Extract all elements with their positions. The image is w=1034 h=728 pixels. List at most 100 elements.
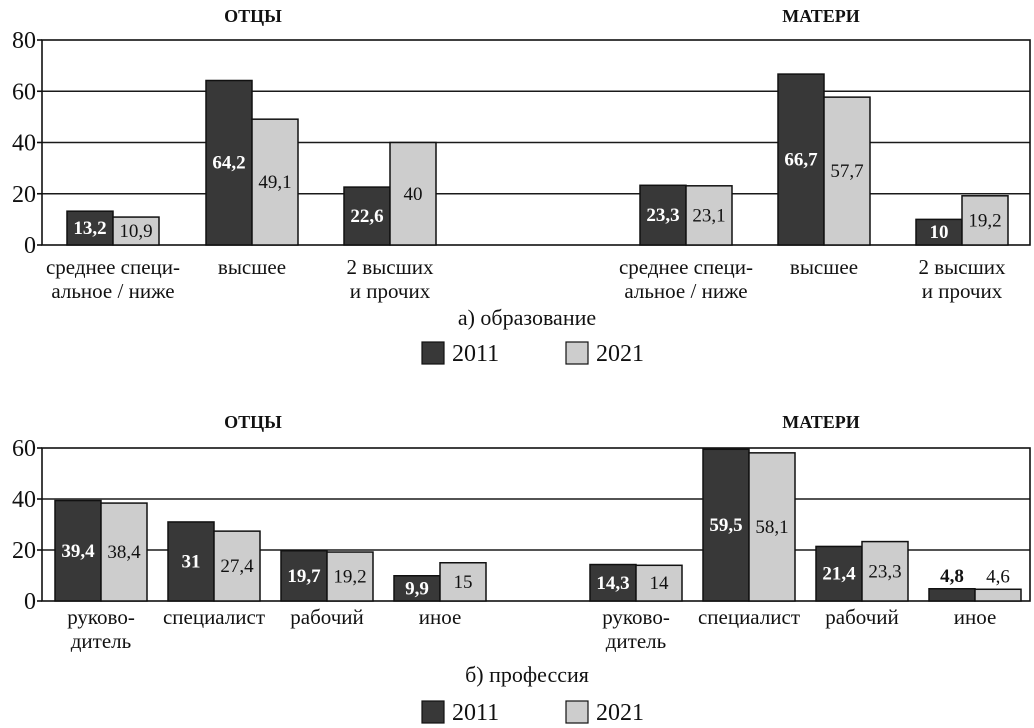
bar-value-label: 19,2: [968, 210, 1001, 231]
x-category-label: специалист: [163, 605, 265, 629]
x-category-label: иное: [419, 605, 462, 629]
bar-value-label: 23,3: [646, 205, 679, 226]
x-category-label: рабочий: [825, 605, 899, 629]
bar-value-label: 19,7: [287, 566, 321, 587]
bar-value-label: 31: [182, 551, 201, 572]
x-category-label-line: рабочий: [825, 605, 899, 629]
bar-value-label: 40: [404, 184, 423, 205]
bar-2011-panel1-group1-cat2: [205, 79, 253, 246]
bar-value-label: 66,7: [784, 150, 818, 171]
bar-2011-panel2-group2-cat4: [928, 588, 976, 602]
x-category-label: иное: [954, 605, 997, 629]
x-category-label: высшее: [218, 255, 286, 279]
y-tick-label: 80: [12, 28, 36, 54]
chart-caption: б) профессия: [465, 662, 589, 687]
bar-value-label: 15: [454, 572, 473, 593]
bar-value-label: 39,4: [61, 541, 95, 562]
bar-value-label: 57,7: [830, 161, 863, 182]
bar-2011-panel2-group2-cat3: [815, 545, 863, 602]
bar-2011-panel1-group2-cat2: [777, 73, 825, 246]
group-title: МАТЕРИ: [782, 412, 859, 432]
bar-2021-panel1-group2-cat2: [823, 96, 871, 246]
x-category-label-line: и прочих: [350, 279, 431, 303]
bar-value-label: 23,1: [692, 205, 725, 226]
legend-swatch-2011: [421, 700, 445, 724]
legend-label-2021: 2021: [596, 341, 644, 367]
x-category-label-line: рабочий: [290, 605, 364, 629]
y-tick-label: 40: [12, 131, 36, 157]
x-category-label: 2 высших и прочих: [918, 255, 1006, 303]
bar-2021-panel2-group2-cat1: [635, 564, 683, 602]
x-category-label-line: 2 высших: [346, 255, 434, 279]
bar-2011-panel2-group1-cat4: [393, 575, 441, 602]
bar-2021-panel2-group2-cat4: [974, 588, 1022, 602]
y-tick-label: 40: [12, 487, 36, 513]
y-tick-label: 20: [12, 182, 36, 208]
x-category-label-line: иное: [419, 605, 462, 629]
bar-value-label: 14: [650, 573, 670, 594]
bar-2011-panel2-group2-cat1: [589, 563, 637, 602]
x-category-label: руково-дитель: [67, 605, 135, 653]
chart-panel-1: 0 20 40 60 80 ОТЦЫ среднее специ-альное / ниже…: [12, 6, 1031, 367]
x-category-label: специалист: [698, 605, 800, 629]
bar-2011-panel2-group2-cat2: [702, 448, 750, 602]
bar-2011-panel2-group1-cat2: [167, 521, 215, 602]
chart-panel-2: 0 20 40 60 ОТЦЫ руково-дитель специалист рабочи…: [12, 412, 1031, 726]
bar-value-label: 14,3: [596, 573, 629, 594]
x-category-label-line: и прочих: [922, 279, 1003, 303]
y-tick-label: 20: [12, 538, 36, 564]
bar-value-label: 38,4: [107, 542, 141, 563]
x-category-label: рабочий: [290, 605, 364, 629]
bar-2011-panel2-group1-cat3: [280, 550, 328, 602]
bar-value-label: 59,5: [709, 515, 742, 536]
y-tick-label: 0: [24, 589, 36, 615]
bar-2021-panel2-group1-cat1: [100, 502, 148, 602]
legend-label-2011: 2011: [452, 700, 499, 726]
plot-frame: [41, 447, 1031, 602]
bar-value-label: 10: [930, 222, 949, 243]
bar-2021-panel1-group1-cat3: [389, 141, 437, 246]
x-category-label-line: иное: [954, 605, 997, 629]
bar-2021-panel2-group1-cat2: [213, 530, 261, 602]
x-category-label: 2 высших и прочих: [346, 255, 434, 303]
x-category-label: руково-дитель: [602, 605, 670, 653]
bar-2021-panel2-group1-cat4: [439, 562, 487, 602]
bar-2011-panel2-group1-cat1: [54, 499, 102, 602]
legend-label-2021: 2021: [596, 700, 644, 726]
bar-2021-panel2-group2-cat3: [861, 540, 909, 602]
x-category-label-line: дитель: [606, 629, 666, 653]
bar-2021-panel1-group2-cat1: [685, 185, 733, 246]
bar-value-label: 58,1: [755, 517, 788, 538]
bar-value-label: 10,9: [119, 221, 152, 242]
group-title: ОТЦЫ: [224, 6, 282, 26]
x-category-label-line: высшее: [790, 255, 858, 279]
x-category-label-line: специалист: [698, 605, 800, 629]
plot-frame: [41, 39, 1031, 246]
bar-value-label: 21,4: [822, 564, 856, 585]
bar-value-label: 13,2: [73, 218, 106, 239]
bar-value-label: 23,3: [868, 561, 901, 582]
chart-caption: а) образование: [458, 305, 596, 330]
x-category-label-line: специалист: [163, 605, 265, 629]
bar-2021-panel2-group2-cat2: [748, 452, 796, 602]
bar-value-label: 4,8: [940, 566, 964, 587]
group-title: ОТЦЫ: [224, 412, 282, 432]
x-category-label-line: среднее специ-: [619, 255, 753, 279]
bar-value-label: 9,9: [405, 578, 429, 599]
x-category-label: высшее: [790, 255, 858, 279]
bar-value-label: 64,2: [212, 153, 245, 174]
bar-value-label: 4,6: [986, 566, 1010, 587]
legend-swatch-2021: [565, 341, 589, 365]
x-category-label-line: 2 высших: [918, 255, 1006, 279]
bar-2021-panel1-group2-cat3: [961, 195, 1009, 246]
legend-label-2011: 2011: [452, 341, 499, 367]
y-tick-label: 60: [12, 79, 36, 105]
group-title: МАТЕРИ: [782, 6, 859, 26]
y-tick-label: 60: [12, 436, 36, 462]
x-category-label: среднее специ-альное / ниже: [46, 255, 180, 303]
bar-value-label: 22,6: [350, 206, 383, 227]
legend-swatch-2011: [421, 341, 445, 365]
y-tick-label: 0: [24, 233, 36, 259]
